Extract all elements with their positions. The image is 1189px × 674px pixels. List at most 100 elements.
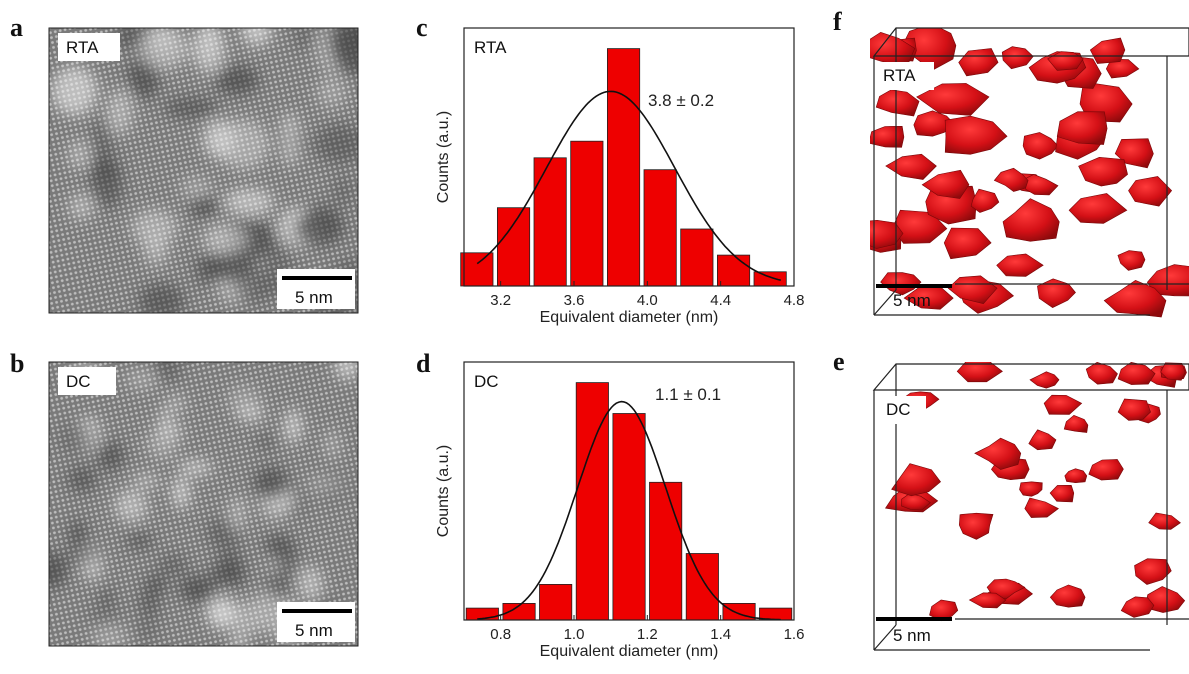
scale-bar-a <box>282 276 352 280</box>
dark-spot <box>98 588 115 607</box>
precipitate-blob <box>891 463 942 497</box>
precipitate-blob <box>1019 481 1043 497</box>
precipitate-blob <box>1128 176 1173 207</box>
bright-spot <box>106 89 134 135</box>
bright-spot <box>69 193 94 220</box>
dark-spot <box>90 162 123 209</box>
tag-box-b <box>58 367 116 395</box>
dark-spot <box>178 577 208 600</box>
precipitate-blob <box>993 167 1029 192</box>
precipitate-blob <box>970 188 1000 213</box>
dark-spot <box>139 587 160 620</box>
histogram-c: c 3.2 3.6 4.0 4.4 4.8 Equivalent diameter (nm)… <box>416 13 804 326</box>
dark-spot <box>263 571 293 601</box>
dark-spot <box>201 250 254 283</box>
scalebar-box-a <box>277 269 355 309</box>
precipitate-blob <box>958 48 999 77</box>
precipitate-blob <box>974 437 1022 470</box>
histogram-bar <box>539 584 573 621</box>
dark-spot <box>89 608 122 629</box>
tag-box-f <box>876 62 934 90</box>
precipitate-blob <box>913 110 956 137</box>
bright-spot <box>162 420 185 441</box>
x-axis-label: Equivalent diameter (nm) <box>540 309 719 326</box>
dark-spot <box>96 441 125 471</box>
y-axis-label: Counts (a.u.) <box>435 445 452 537</box>
precipitate-blob <box>1103 280 1167 318</box>
bright-spot <box>68 140 89 169</box>
precipitate-blob <box>1049 484 1075 503</box>
precipitate-blob <box>956 362 1003 383</box>
x-tick-label: 3.6 <box>564 292 585 309</box>
bright-spot <box>131 209 178 246</box>
precipitate-blob <box>1049 584 1086 608</box>
x-axis-label: Equivalent diameter (nm) <box>540 643 719 660</box>
bright-spot <box>180 176 213 199</box>
histogram-bar <box>460 252 494 287</box>
histogram-bar <box>717 254 751 287</box>
bright-spot <box>143 235 169 266</box>
precipitate-blob <box>958 512 994 540</box>
precipitate-blob <box>1028 429 1057 451</box>
dark-spot <box>68 466 97 493</box>
apt-reconstruction-rta <box>870 27 1189 318</box>
dark-spot <box>61 422 94 454</box>
bright-spot <box>229 495 247 532</box>
histogram-bar <box>685 553 719 621</box>
gaussian-fit-line <box>476 90 781 281</box>
dark-spot <box>292 211 345 246</box>
y-axis-label: Counts (a.u.) <box>435 111 452 203</box>
bright-spot <box>114 490 148 523</box>
panel-letter-f: f <box>833 7 842 36</box>
mean-annotation-c: 3.8 ± 0.2 <box>648 91 714 110</box>
dark-spot <box>258 434 275 451</box>
panel-letter-d: d <box>416 349 431 378</box>
scale-label-e: 5 nm <box>893 626 931 645</box>
bright-spot <box>131 473 161 489</box>
x-tick-label: 3.2 <box>490 292 511 309</box>
dark-spot <box>295 28 317 50</box>
dark-spot <box>276 542 298 579</box>
precipitate-blob <box>929 599 959 622</box>
bright-spot <box>316 77 348 108</box>
histogram-bar <box>570 140 604 287</box>
precipitate-blob <box>1064 468 1088 484</box>
precipitate-blob <box>944 115 1008 155</box>
dark-spot <box>138 283 185 313</box>
histogram-d: d 0.8 1.0 1.2 1.4 1.6 Equivalent diameter (nm)… <box>416 349 804 660</box>
dark-spot <box>232 272 273 303</box>
precipitate-blob <box>1134 558 1172 585</box>
dark-spot <box>214 65 260 95</box>
dark-spot <box>314 124 358 164</box>
dark-spot <box>228 556 246 592</box>
precipitate-blob <box>1001 46 1034 70</box>
dark-spot <box>151 362 181 383</box>
precipitate-blob <box>1078 156 1128 187</box>
apt-reconstruction-dc <box>872 362 1189 651</box>
precipitate-blob <box>1043 394 1083 415</box>
panel-letter-c: c <box>416 13 428 42</box>
scale-label-f: 5 nm <box>893 291 931 310</box>
dark-spot <box>92 114 114 171</box>
histogram-bar <box>612 413 646 621</box>
bright-spot <box>279 112 301 166</box>
tag-e: DC <box>886 400 911 419</box>
precipitate-blob <box>943 227 992 260</box>
scale-bar-b <box>282 609 352 613</box>
bright-spot <box>236 406 265 421</box>
bright-spot <box>307 475 344 493</box>
precipitate-blob <box>1029 371 1060 389</box>
scale-bar-f <box>876 284 952 288</box>
histogram-bar <box>649 481 683 621</box>
precipitate-blob <box>921 169 970 199</box>
plot-frame <box>463 361 795 621</box>
histogram-bar <box>643 169 677 287</box>
precipitate-blob <box>996 253 1044 277</box>
precipitate-blob <box>1117 362 1156 385</box>
precipitate-blob <box>947 275 998 305</box>
bright-spot <box>124 369 159 390</box>
precipitate-blob <box>1120 596 1155 618</box>
bright-spot <box>216 119 270 170</box>
dark-spot <box>163 97 219 119</box>
